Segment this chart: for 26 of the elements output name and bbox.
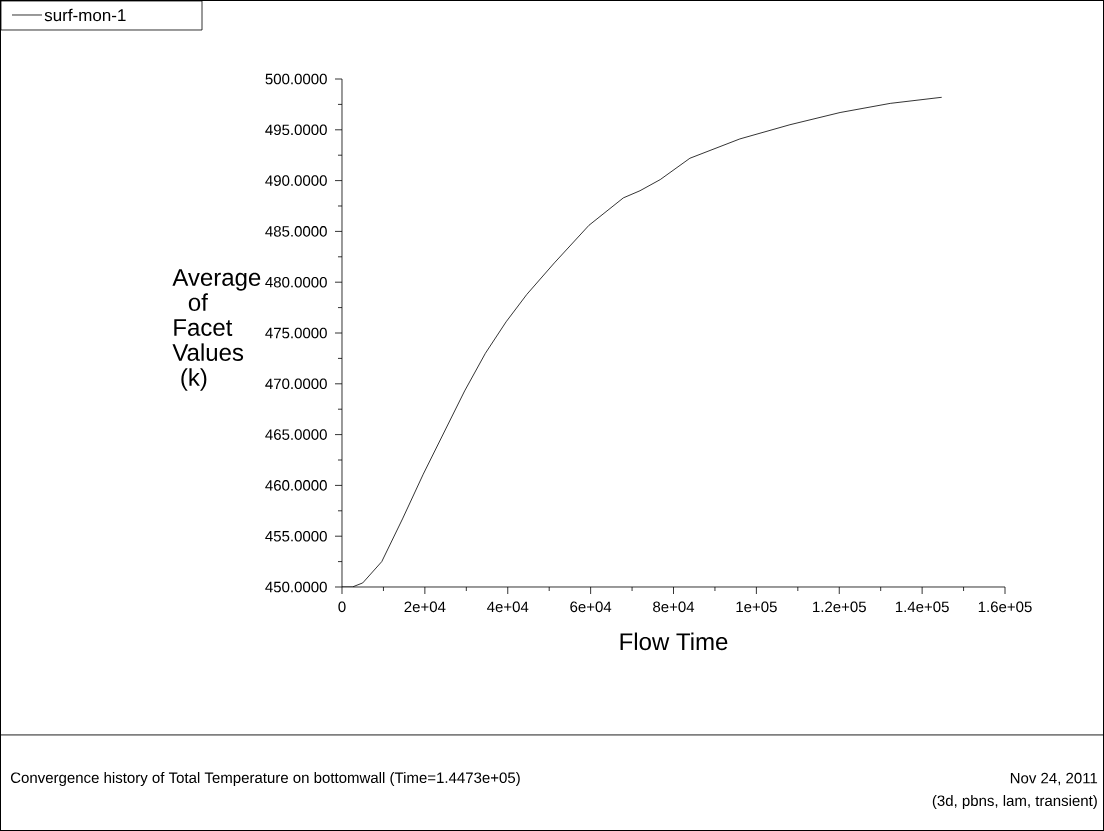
x-tick-label: 1.2e+05 <box>813 601 866 613</box>
legend-label: surf-mon-1 <box>44 8 126 22</box>
x-tick-label: 4e+04 <box>487 601 529 613</box>
x-tick-label: 2e+04 <box>404 601 446 613</box>
y-tick-label: 480.0000 <box>265 276 327 288</box>
y-axis-title: Average of Facet Values (k) <box>172 269 261 391</box>
y-tick-label: 495.0000 <box>265 124 327 136</box>
x-axis-title: Flow Time <box>620 632 728 651</box>
x-tick-label: 1.6e+05 <box>978 601 1032 613</box>
x-tick-label: 6e+04 <box>570 601 612 613</box>
text: (3d, pbns, lam, transient) <box>932 795 1097 809</box>
x-tick-label: 0 <box>338 601 346 613</box>
text: Nov 24, 2011 <box>1010 772 1098 786</box>
x-tick-label: 1e+05 <box>736 601 777 613</box>
y-tick-label: 465.0000 <box>265 429 327 440</box>
y-tick-label: 460.0000 <box>265 480 327 491</box>
text: Convergence history of Total Temperature on bottomwall (Time=1.4473e+05) <box>10 772 520 786</box>
y-tick-label: 450.0000 <box>265 581 327 593</box>
y-tick-label: 490.0000 <box>265 175 327 186</box>
y-tick-label: 470.0000 <box>265 378 327 390</box>
y-tick-label: 475.0000 <box>265 327 327 339</box>
x-tick-label: 8e+04 <box>653 601 695 613</box>
y-tick-label: 485.0000 <box>265 226 327 237</box>
x-tick-label: 1.4e+05 <box>895 601 949 613</box>
y-tick-label: 455.0000 <box>265 530 327 542</box>
y-tick-label: 500.0000 <box>265 73 327 85</box>
